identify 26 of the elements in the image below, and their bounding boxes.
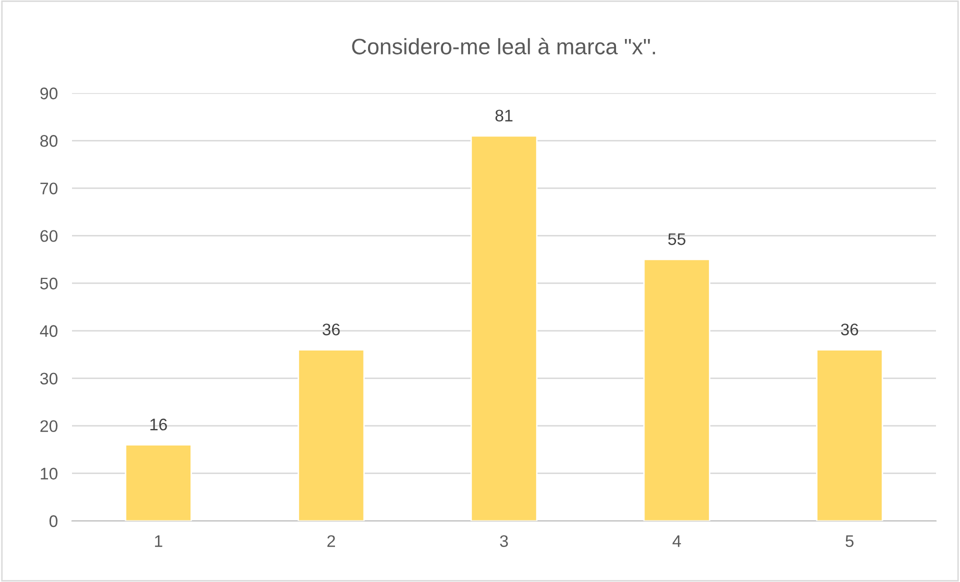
x-tick-label: 1 <box>155 535 162 547</box>
bar <box>470 135 538 521</box>
y-tick-label: 10 <box>40 468 58 480</box>
y-tick-label: 0 <box>49 515 58 528</box>
bar <box>124 444 192 521</box>
y-tick-label: 60 <box>40 230 58 242</box>
y-tick-label: 80 <box>40 135 58 147</box>
bar <box>643 258 710 521</box>
y-tick-label: 20 <box>40 420 58 432</box>
x-tick-label: 5 <box>846 535 854 548</box>
x-tick-label: 3 <box>500 535 508 548</box>
y-tick-label: 90 <box>40 88 58 100</box>
y-tick-label: 40 <box>40 325 58 337</box>
chart-title: Considero-me leal à marca "x". <box>352 38 655 54</box>
data-label: 36 <box>840 324 858 336</box>
bar <box>298 349 365 521</box>
bar <box>816 349 884 521</box>
data-label: 36 <box>322 324 340 336</box>
data-label: 81 <box>495 110 512 122</box>
data-label: 55 <box>668 233 686 246</box>
y-tick-label: 50 <box>40 278 58 290</box>
x-tick-label: 2 <box>327 535 335 547</box>
y-tick-label: 30 <box>40 372 58 385</box>
x-tick-label: 4 <box>672 535 681 547</box>
y-tick-label: 70 <box>40 182 58 194</box>
data-label: 16 <box>150 418 167 430</box>
